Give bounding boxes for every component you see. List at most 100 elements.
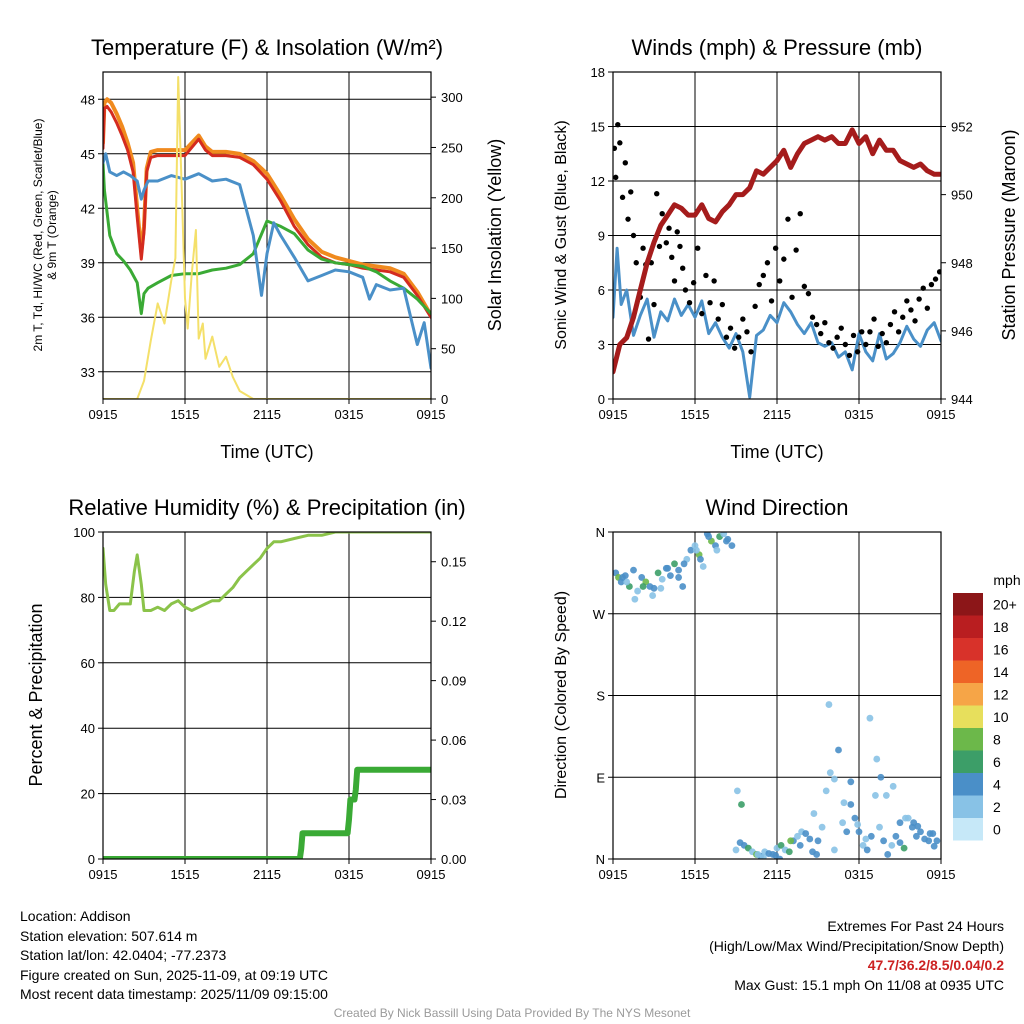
- direction-point: [631, 595, 639, 603]
- y-tick-label: 18: [591, 65, 605, 80]
- gust-point: [895, 329, 902, 335]
- direction-point: [728, 542, 736, 550]
- direction-point: [831, 846, 838, 854]
- gust-point: [613, 174, 619, 181]
- gust-point: [719, 301, 726, 308]
- legend-label: 14: [993, 664, 1009, 680]
- gust-point: [842, 341, 849, 348]
- direction-point: [889, 782, 897, 790]
- gust-point: [834, 334, 840, 340]
- created-text: Figure created on Sun, 2025-11-09, at 09…: [20, 966, 328, 983]
- direction-point: [806, 835, 814, 843]
- chart-title: Relative Humidity (%) & Precipitation (i…: [68, 495, 465, 520]
- y-tick-label: 15: [591, 120, 605, 135]
- gust-point: [932, 276, 939, 282]
- y2-tick-label: 0.12: [441, 614, 466, 629]
- direction-point: [892, 832, 900, 840]
- y2-tick-label: 0.15: [441, 555, 466, 570]
- gust-point: [871, 316, 877, 322]
- gust-point: [736, 334, 742, 340]
- direction-point: [654, 569, 662, 577]
- direction-point: [866, 714, 874, 722]
- legend-label: 18: [993, 619, 1009, 635]
- y-tick-label: 3: [598, 338, 605, 353]
- direction-point: [847, 801, 855, 808]
- gust-point: [928, 281, 935, 288]
- direction-point: [787, 837, 795, 845]
- x-tick-label: 1515: [681, 867, 710, 882]
- y2-tick-label: 200: [441, 191, 463, 206]
- direction-point: [925, 837, 933, 845]
- gust-point: [936, 269, 941, 275]
- direction-point: [776, 855, 784, 859]
- y-axis-label: Sonic Wind & Gust (Blue, Black): [553, 120, 570, 349]
- y2-tick-label: 0: [441, 392, 448, 407]
- direction-point: [913, 832, 920, 840]
- y2-tick-label: 100: [441, 291, 463, 306]
- y-tick-label: 48: [81, 92, 95, 107]
- direction-point: [862, 835, 870, 843]
- direction-point: [619, 574, 626, 581]
- gust-point: [640, 245, 646, 251]
- extremes-values: 47.7/36.2/8.5/0.04/0.2: [867, 957, 1004, 973]
- gust-point: [748, 349, 754, 355]
- gust-point: [826, 339, 832, 346]
- y2-tick-label: 150: [441, 241, 463, 256]
- y2-tick-label: 948: [951, 256, 973, 271]
- station-pressure-line: [613, 127, 941, 375]
- direction-point: [664, 564, 672, 572]
- gust-point: [760, 272, 767, 279]
- legend-label: 2: [993, 799, 1001, 815]
- y2-tick-label: 0.03: [441, 793, 466, 808]
- location-text: Location: Addison: [20, 908, 131, 924]
- max-gust-text: Max Gust: 15.1 mph On 11/08 at 0935 UTC: [734, 976, 1004, 993]
- direction-point: [863, 846, 871, 854]
- y2-tick-label: 0.00: [441, 852, 466, 867]
- td-line: [103, 161, 431, 316]
- direction-point: [705, 533, 713, 540]
- gust-point: [768, 298, 775, 304]
- direction-point: [877, 773, 885, 781]
- direction-point: [692, 546, 700, 554]
- gust-point: [777, 278, 783, 284]
- x-tick-label: 0915: [417, 867, 446, 882]
- gust-point: [677, 243, 683, 250]
- direction-point: [884, 851, 892, 858]
- solar-insolation-line: [103, 76, 431, 399]
- direction-point: [822, 787, 830, 795]
- direction-point: [831, 775, 838, 783]
- gust-point: [756, 281, 762, 288]
- y2-tick-label: 0.06: [441, 733, 466, 748]
- y2-axis-label: Solar Insolation (Yellow): [485, 139, 505, 331]
- direction-point: [675, 566, 682, 574]
- 9m-t-line: [103, 97, 431, 318]
- x-tick-label: 0315: [845, 407, 874, 422]
- x-axis-label: Time (UTC): [730, 442, 823, 462]
- legend-label: 10: [993, 709, 1009, 725]
- direction-point: [835, 746, 842, 754]
- gust-point: [900, 314, 906, 320]
- direction-point: [634, 587, 641, 595]
- direction-point: [810, 810, 818, 817]
- plot-frame: [612, 71, 942, 400]
- direction-point: [687, 546, 695, 554]
- y2-tick-label: 946: [951, 324, 973, 339]
- gust-point: [715, 316, 721, 322]
- gust-point: [916, 296, 922, 302]
- y2-tick-label: 300: [441, 90, 463, 105]
- y-tick-label: 20: [81, 787, 95, 802]
- direction-point: [847, 778, 855, 786]
- direction-point: [650, 584, 658, 592]
- direction-point: [926, 830, 934, 837]
- gust-point: [846, 352, 853, 359]
- gust-point: [628, 189, 634, 195]
- legend-label: 6: [993, 754, 1001, 770]
- x-tick-label: 0915: [417, 407, 446, 422]
- x-tick-label: 2115: [763, 407, 791, 422]
- legend-swatch: [953, 638, 983, 661]
- extremes-legend: (High/Low/Max Wind/Precipitation/Snow De…: [709, 937, 1004, 954]
- y-tick-label: 9: [598, 229, 605, 244]
- y-tick-label: N: [596, 852, 605, 867]
- x-axis-label: Time (UTC): [220, 442, 313, 462]
